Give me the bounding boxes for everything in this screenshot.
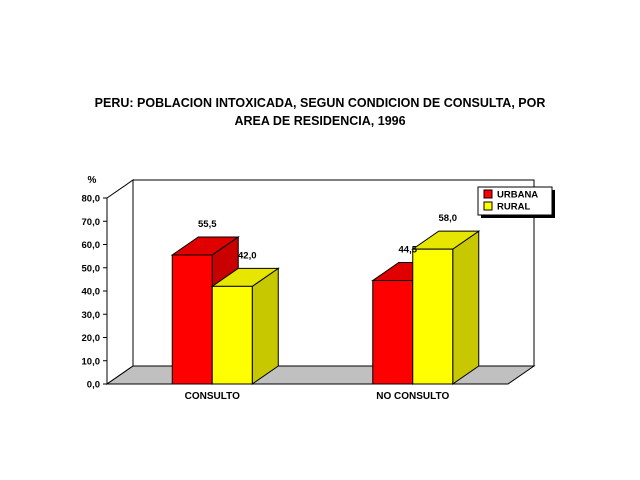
y-tick-label: 70,0 bbox=[82, 217, 101, 228]
chart-title-line-1: PERU: POBLACION INTOXICADA, SEGUN CONDIC… bbox=[94, 96, 546, 110]
bar-front bbox=[372, 280, 414, 385]
y-tick-label: 40,0 bbox=[82, 287, 101, 298]
side-wall bbox=[106, 179, 134, 385]
legend-label: RURAL bbox=[497, 202, 530, 213]
legend-swatch bbox=[483, 201, 493, 211]
data-labels: 55,5 42,0 44,5 58,0 bbox=[198, 213, 457, 261]
y-axis-label: % bbox=[88, 175, 97, 186]
data-label: 42,0 bbox=[238, 250, 257, 261]
y-tick-label: 0,0 bbox=[87, 380, 100, 391]
chart-title-line-2: AREA DE RESIDENCIA, 1996 bbox=[234, 114, 406, 128]
x-tick-label: NO CONSULTO bbox=[376, 391, 449, 402]
data-label: 58,0 bbox=[439, 213, 458, 224]
legend-swatch bbox=[483, 189, 493, 199]
bar-rural-0 bbox=[210, 267, 280, 385]
y-tick-label: 60,0 bbox=[82, 240, 101, 251]
y-axis: 0,0 10,0 20,0 30,0 40,0 50,0 60,0 70,0 80,0% bbox=[82, 175, 108, 391]
bar-front bbox=[171, 254, 213, 385]
y-tick-label: 20,0 bbox=[82, 333, 101, 344]
data-label: 55,5 bbox=[198, 219, 217, 230]
bar-side bbox=[452, 230, 480, 385]
bar-front bbox=[412, 248, 454, 385]
x-axis-labels: CONSULTO NO CONSULTO bbox=[185, 391, 450, 402]
bar-side bbox=[251, 267, 279, 385]
y-tick-label: 30,0 bbox=[82, 310, 101, 321]
bar-front bbox=[211, 285, 253, 385]
y-tick-label: 10,0 bbox=[82, 356, 101, 367]
x-tick-label: CONSULTO bbox=[185, 391, 240, 402]
y-tick-label: 50,0 bbox=[82, 263, 101, 274]
legend-label: URBANA bbox=[497, 190, 538, 201]
chart-title: PERU: POBLACION INTOXICADA, SEGUN CONDIC… bbox=[60, 94, 580, 130]
data-label: 44,5 bbox=[399, 245, 418, 256]
bar-rural-1 bbox=[411, 230, 481, 385]
y-tick-label: 80,0 bbox=[82, 194, 101, 205]
bars bbox=[170, 230, 481, 385]
